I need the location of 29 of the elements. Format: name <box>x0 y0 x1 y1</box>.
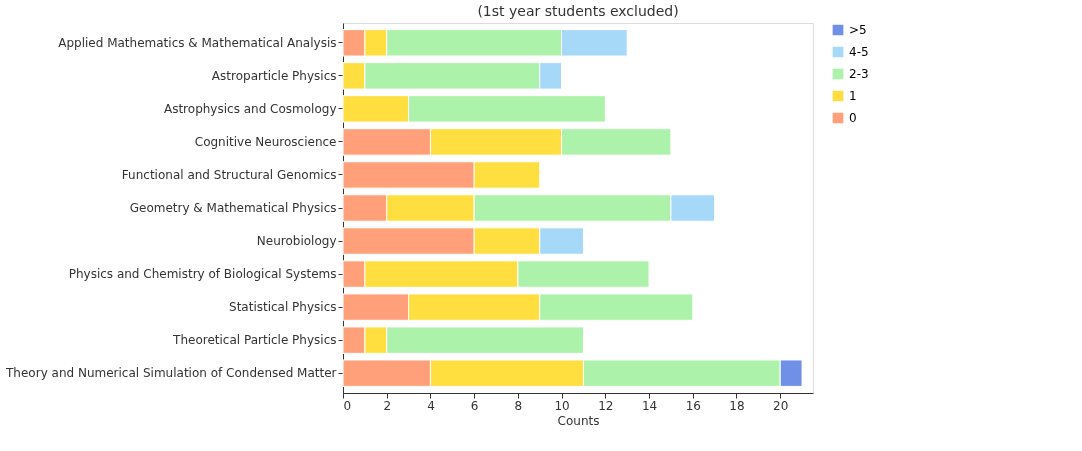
x-tick-label: 0 <box>343 398 352 413</box>
y-tick-label: Astrophysics and Cosmology <box>163 101 337 116</box>
y-tick-label: Theoretical Particle Physics <box>172 333 337 348</box>
legend-label: 1 <box>849 89 857 103</box>
chart-title: (1st year students excluded) <box>477 3 679 19</box>
x-tick-label: 18 <box>729 398 745 413</box>
x-tick-label: 20 <box>773 398 789 413</box>
x-axis-title: Counts <box>557 413 600 428</box>
legend-label: 4-5 <box>849 45 869 59</box>
x-tick-label: 2 <box>383 398 392 413</box>
y-tick-label: Physics and Chemistry of Biological Systems <box>68 267 337 282</box>
x-tick-label: 14 <box>641 398 658 413</box>
y-tick-label: Theory and Numerical Simulation of Condensed Matter <box>5 366 337 381</box>
x-tick-label: 4 <box>427 398 435 413</box>
legend-label: 0 <box>849 111 857 125</box>
y-tick-label: Statistical Physics <box>229 300 337 315</box>
y-tick-label: Astroparticle Physics <box>211 68 337 83</box>
y-tick-label: Geometry & Mathematical Physics <box>129 201 337 215</box>
y-tick-label: Cognitive Neuroscience <box>194 134 337 149</box>
y-tick-label: Neurobiology <box>256 234 337 249</box>
x-tick-label: 16 <box>685 398 701 413</box>
y-tick-label: Functional and Structural Genomics <box>121 167 337 182</box>
y-tick-label: Applied Mathematics & Mathematical Analysis <box>58 35 337 50</box>
legend-label: 2-3 <box>849 67 869 81</box>
x-tick-label: 6 <box>470 398 479 413</box>
legend-label: >5 <box>849 23 867 37</box>
x-tick-label: 10 <box>554 398 570 413</box>
x-tick-label: 8 <box>514 398 523 413</box>
x-tick-label: 12 <box>598 398 614 413</box>
